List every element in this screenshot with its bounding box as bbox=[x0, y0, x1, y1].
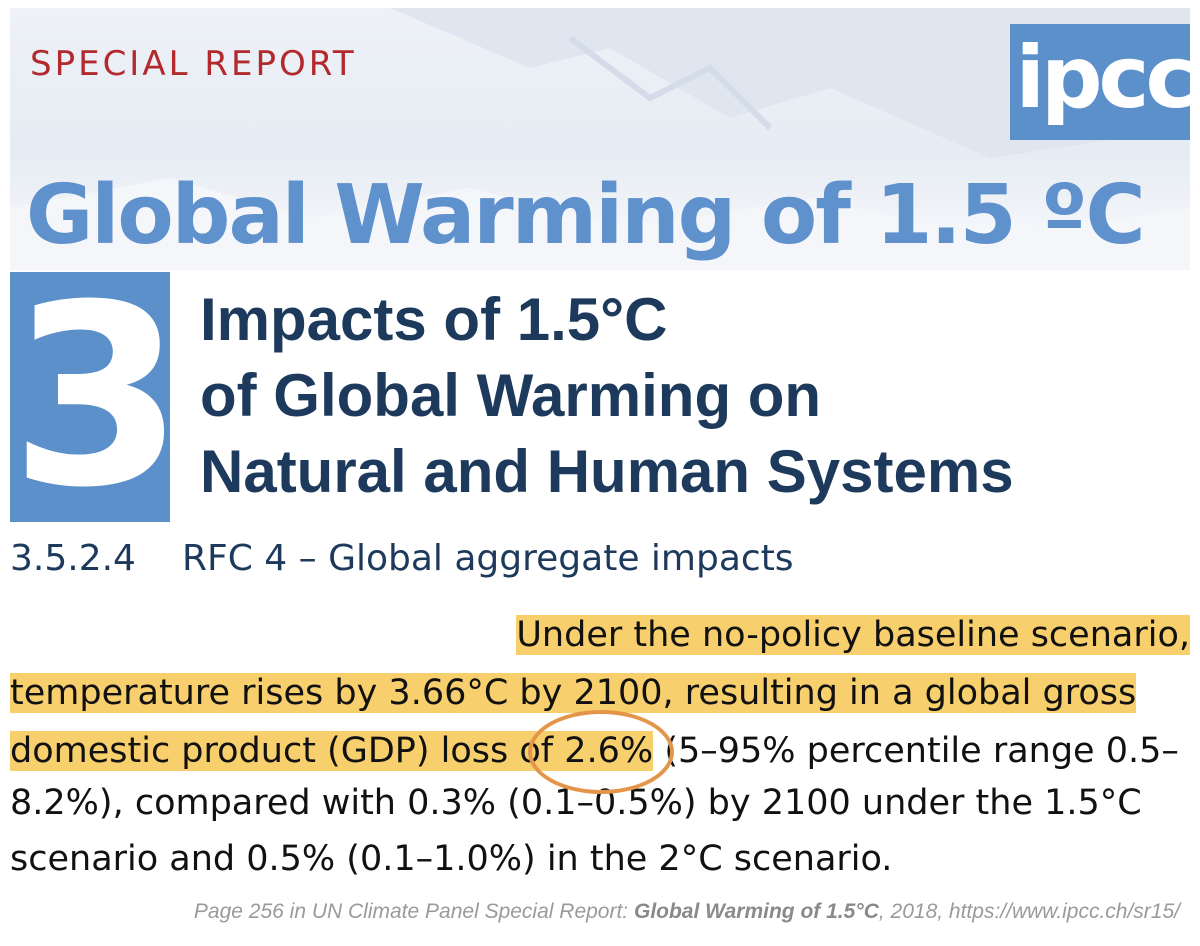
chapter-number-badge: 3 bbox=[10, 272, 170, 522]
report-banner: SPECIAL REPORT ipcc Global Warming of 1.… bbox=[10, 8, 1190, 270]
gdp-loss-circle-annotation bbox=[528, 710, 674, 794]
report-title: Global Warming of 1.5 ºC bbox=[26, 168, 1146, 263]
caption-report-title: Global Warming of 1.5°C bbox=[633, 900, 879, 923]
section-heading: 3.5.2.4 RFC 4 – Global aggregate impacts bbox=[10, 538, 794, 579]
body-line: domestic product (GDP) loss of 2.6% (5–9… bbox=[10, 722, 1190, 780]
chapter-title: Impacts of 1.5°C of Global Warming on Na… bbox=[200, 282, 1014, 510]
body-line: Under the no-policy baseline scenario, bbox=[10, 606, 1190, 664]
ipcc-logo: ipcc bbox=[1010, 24, 1190, 140]
section-title: RFC 4 – Global aggregate impacts bbox=[182, 538, 794, 579]
glacier-background-image bbox=[10, 8, 1190, 270]
body-line: temperature rises by 3.66°C by 2100, res… bbox=[10, 664, 1190, 722]
highlighted-text: Under the no-policy baseline scenario, bbox=[516, 615, 1190, 655]
caption-prefix: Page 256 in UN Climate Panel Special Rep… bbox=[193, 900, 634, 923]
chapter-title-line: Impacts of 1.5°C bbox=[200, 286, 668, 353]
body-text: (5–95% percentile range 0.5– bbox=[653, 731, 1179, 771]
chapter-title-line: Natural and Human Systems bbox=[200, 438, 1014, 505]
source-caption: Page 256 in UN Climate Panel Special Rep… bbox=[194, 900, 1180, 924]
chapter-title-line: of Global Warming on bbox=[200, 362, 822, 429]
section-number: 3.5.2.4 bbox=[10, 538, 136, 579]
highlighted-text: temperature rises by 3.66°C by 2100, res… bbox=[10, 673, 1137, 713]
body-line: scenario and 0.5% (0.1–1.0%) in the 2°C … bbox=[10, 839, 893, 879]
special-report-label: SPECIAL REPORT bbox=[30, 44, 357, 84]
caption-suffix: , 2018, https://www.ipcc.ch/sr15/ bbox=[878, 900, 1180, 923]
